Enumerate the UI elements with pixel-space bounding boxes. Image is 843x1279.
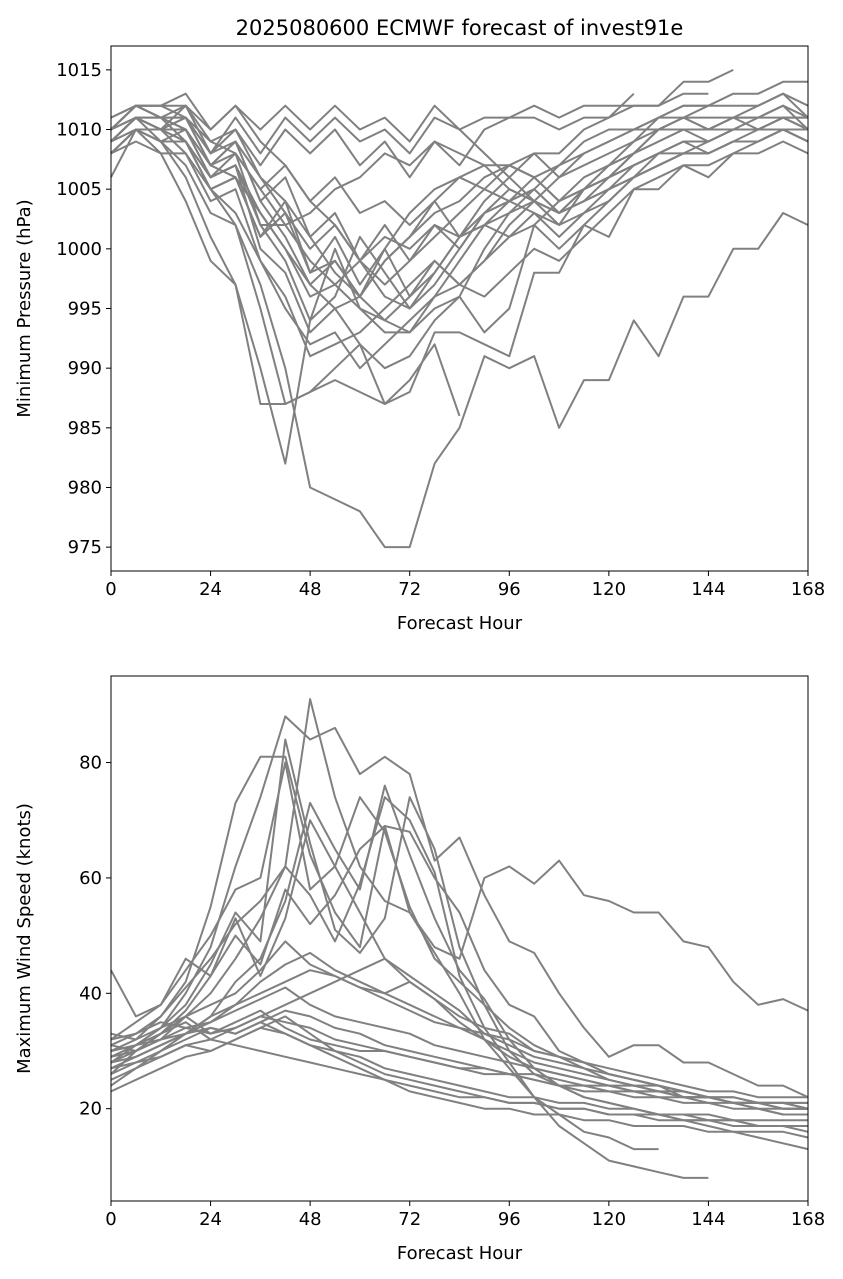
x-tick-label: 96 xyxy=(498,579,521,600)
x-axis-label: Forecast Hour xyxy=(397,1243,523,1264)
y-tick-label: 1010 xyxy=(56,120,102,141)
x-tick-label: 120 xyxy=(592,579,626,600)
x-tick-label: 48 xyxy=(299,579,322,600)
series-line-12 xyxy=(110,92,635,179)
x-tick-label: 24 xyxy=(199,1209,222,1230)
y-tick-label: 975 xyxy=(68,537,102,558)
axes-frame xyxy=(110,675,809,1202)
x-tick-label: 144 xyxy=(691,1209,725,1230)
series-line-1 xyxy=(110,104,809,549)
series-line-19 xyxy=(110,1038,808,1127)
series-line-8 xyxy=(110,825,659,1151)
series-line-20 xyxy=(110,1026,809,1139)
x-tick-label: 144 xyxy=(691,579,725,600)
y-tick-label: 40 xyxy=(79,983,102,1004)
series-line-7 xyxy=(110,796,709,1179)
series-line-14 xyxy=(110,986,808,1104)
series-line-1 xyxy=(110,698,809,1075)
series-line-3 xyxy=(110,755,808,1116)
series-line-4 xyxy=(110,761,808,1110)
series-line-18 xyxy=(110,969,808,1099)
series-line-23 xyxy=(110,128,809,262)
series-line-20 xyxy=(110,128,809,310)
x-tick-label: 120 xyxy=(592,1209,626,1230)
y-tick-label: 60 xyxy=(79,868,102,889)
y-axis-label: Minimum Pressure (hPa) xyxy=(14,199,35,417)
x-tick-label: 24 xyxy=(199,579,222,600)
series-line-9 xyxy=(110,819,809,1110)
x-tick-label: 0 xyxy=(105,1209,116,1230)
series-line-6 xyxy=(110,738,809,1151)
series-line-19 xyxy=(110,140,809,358)
x-tick-label: 168 xyxy=(791,1209,825,1230)
series-line-5 xyxy=(110,784,809,1133)
x-tick-label: 0 xyxy=(105,579,116,600)
series-line-21 xyxy=(110,1015,808,1110)
series-line-11 xyxy=(110,68,734,155)
y-tick-label: 995 xyxy=(68,299,102,320)
series-group xyxy=(110,68,809,549)
y-tick-label: 1015 xyxy=(56,60,102,81)
y-tick-label: 20 xyxy=(79,1099,102,1120)
series-group xyxy=(110,698,809,1179)
y-tick-label: 990 xyxy=(68,358,102,379)
x-tick-label: 96 xyxy=(498,1209,521,1230)
series-line-21 xyxy=(110,116,808,298)
y-tick-label: 1000 xyxy=(56,239,102,260)
x-tick-label: 48 xyxy=(299,1209,322,1230)
chart-title: 2025080600 ECMWF forecast of invest91e xyxy=(236,16,684,40)
x-tick-label: 72 xyxy=(398,1209,421,1230)
pressure-panel: 0 24 48 72 96 120 144 168 975 980 985 990 995 1000 100… xyxy=(14,16,825,634)
series-line-2 xyxy=(110,715,809,1099)
y-tick-label: 985 xyxy=(68,418,102,439)
y-tick-label: 80 xyxy=(79,753,102,774)
x-tick-label: 168 xyxy=(791,579,825,600)
series-line-15 xyxy=(110,1009,808,1110)
y-tick-label: 1005 xyxy=(56,179,102,200)
series-line-6 xyxy=(110,92,809,370)
wind-panel: 0 24 48 72 96 120 144 168 20 40 60 80 Forecast Hour M… xyxy=(14,675,825,1264)
x-axis-label: Forecast Hour xyxy=(397,613,523,634)
series-line-22 xyxy=(110,116,809,226)
y-axis-label: Maximum Wind Speed (knots) xyxy=(14,803,35,1074)
series-line-17 xyxy=(110,104,809,322)
series-line-4 xyxy=(110,128,809,405)
y-tick-label: 980 xyxy=(68,477,102,498)
x-tick-label: 72 xyxy=(398,579,421,600)
series-line-17 xyxy=(110,1021,808,1122)
